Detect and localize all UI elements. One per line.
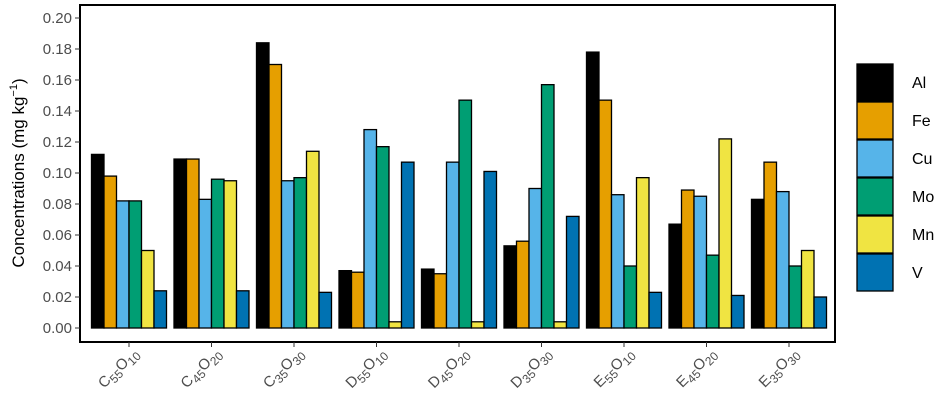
bar-al xyxy=(90,153,105,329)
bar-cu xyxy=(693,195,708,329)
y-tick-label: 0.02 xyxy=(43,289,72,306)
legend-key-mn xyxy=(856,215,894,254)
bar-v xyxy=(318,291,333,329)
legend-label: Fe xyxy=(912,113,931,130)
legend-label: V xyxy=(912,265,923,282)
bar-mo xyxy=(210,178,225,329)
y-axis: 0.00 0.02 0.04 0.06 0.08 0.10 0.12 0.14 0.16 0.18… xyxy=(43,10,80,337)
bar-al xyxy=(338,269,353,329)
bar-mn xyxy=(140,249,155,329)
bar-al xyxy=(420,268,435,329)
bar-al xyxy=(585,51,600,329)
legend: Al Fe Cu Mo Mn V xyxy=(856,63,934,292)
bar-al xyxy=(255,42,270,329)
legend-label: Cu xyxy=(912,151,932,168)
bar-mn xyxy=(388,321,403,329)
bar-fe xyxy=(515,240,530,329)
bar-fe xyxy=(350,271,365,329)
x-tick-label: D55O10 xyxy=(342,345,391,394)
bar-mo xyxy=(623,265,638,329)
y-tick-label: 0.04 xyxy=(43,258,72,275)
y-tick-label: 0.20 xyxy=(43,10,72,27)
bar-cu xyxy=(363,128,378,329)
legend-label: Al xyxy=(912,75,926,92)
bar-fe xyxy=(185,158,200,329)
y-tick-label: 0.00 xyxy=(43,320,72,337)
x-axis: C55O10 C45O20 C35O30 D55O10 D45O20 D35O30 E55O… xyxy=(95,342,805,394)
bar-mo xyxy=(540,84,555,329)
x-tick-label: C35O30 xyxy=(260,345,309,394)
y-tick-label: 0.16 xyxy=(43,72,72,89)
bar-cu xyxy=(775,190,790,329)
x-tick-label: E45O20 xyxy=(673,345,722,394)
bar-cu xyxy=(445,161,460,329)
x-tick-label: C55O10 xyxy=(95,345,144,394)
legend-key-fe xyxy=(856,101,894,140)
bar-mn xyxy=(718,138,733,329)
y-tick-label: 0.18 xyxy=(43,41,72,58)
bar-fe xyxy=(433,273,448,329)
legend-key-al xyxy=(856,63,894,102)
bar-cu xyxy=(528,187,543,329)
x-tick-label: E55O10 xyxy=(591,345,640,394)
x-tick-label: C45O20 xyxy=(177,345,226,394)
bar-fe xyxy=(103,175,118,329)
bar-v xyxy=(813,296,828,329)
bar-v xyxy=(648,291,663,329)
bar-mo xyxy=(375,145,390,329)
bar-v xyxy=(730,294,745,329)
x-tick-label: D35O30 xyxy=(507,345,556,394)
bar-mn xyxy=(223,180,238,329)
legend-key-cu xyxy=(856,139,894,178)
bar-cu xyxy=(280,180,295,329)
y-tick-label: 0.06 xyxy=(43,227,72,244)
bar-al xyxy=(503,245,518,329)
bar-cu xyxy=(115,200,130,329)
bar-v xyxy=(565,215,580,329)
bar-mn xyxy=(553,321,568,329)
bar-mn xyxy=(470,321,485,329)
bar-cu xyxy=(198,198,213,329)
x-tick-label: E35O30 xyxy=(756,345,805,394)
bar-v xyxy=(400,161,415,329)
bar-fe xyxy=(268,63,283,329)
bar-mo xyxy=(128,200,143,329)
bar-al xyxy=(750,198,765,329)
y-tick-label: 0.10 xyxy=(43,165,72,182)
bar-v xyxy=(483,170,498,329)
bar-mo xyxy=(293,176,308,329)
bar-v xyxy=(235,290,250,329)
bar-cu xyxy=(610,194,625,329)
y-tick-label: 0.12 xyxy=(43,134,72,151)
bar-mo xyxy=(788,265,803,329)
legend-key-mo xyxy=(856,177,894,216)
legend-label: Mo xyxy=(912,189,934,206)
legend-key-v xyxy=(856,253,894,292)
bar-mn xyxy=(635,176,650,329)
y-tick-label: 0.14 xyxy=(43,103,72,120)
bar-mn xyxy=(800,249,815,329)
x-tick-label: D45O20 xyxy=(425,345,474,394)
y-axis-label: Concentrations (mg kg−1) xyxy=(8,78,28,267)
bar-fe xyxy=(598,99,613,329)
bar-al xyxy=(173,158,188,329)
bar-fe xyxy=(763,161,778,329)
bar-al xyxy=(668,223,683,329)
legend-label: Mn xyxy=(912,227,934,244)
bar-fe xyxy=(680,189,695,329)
bar-mo xyxy=(458,99,473,329)
bar-mn xyxy=(305,150,320,329)
bar-v xyxy=(153,290,168,329)
y-tick-label: 0.08 xyxy=(43,196,72,213)
bars xyxy=(90,42,828,329)
bar-mo xyxy=(705,254,720,329)
